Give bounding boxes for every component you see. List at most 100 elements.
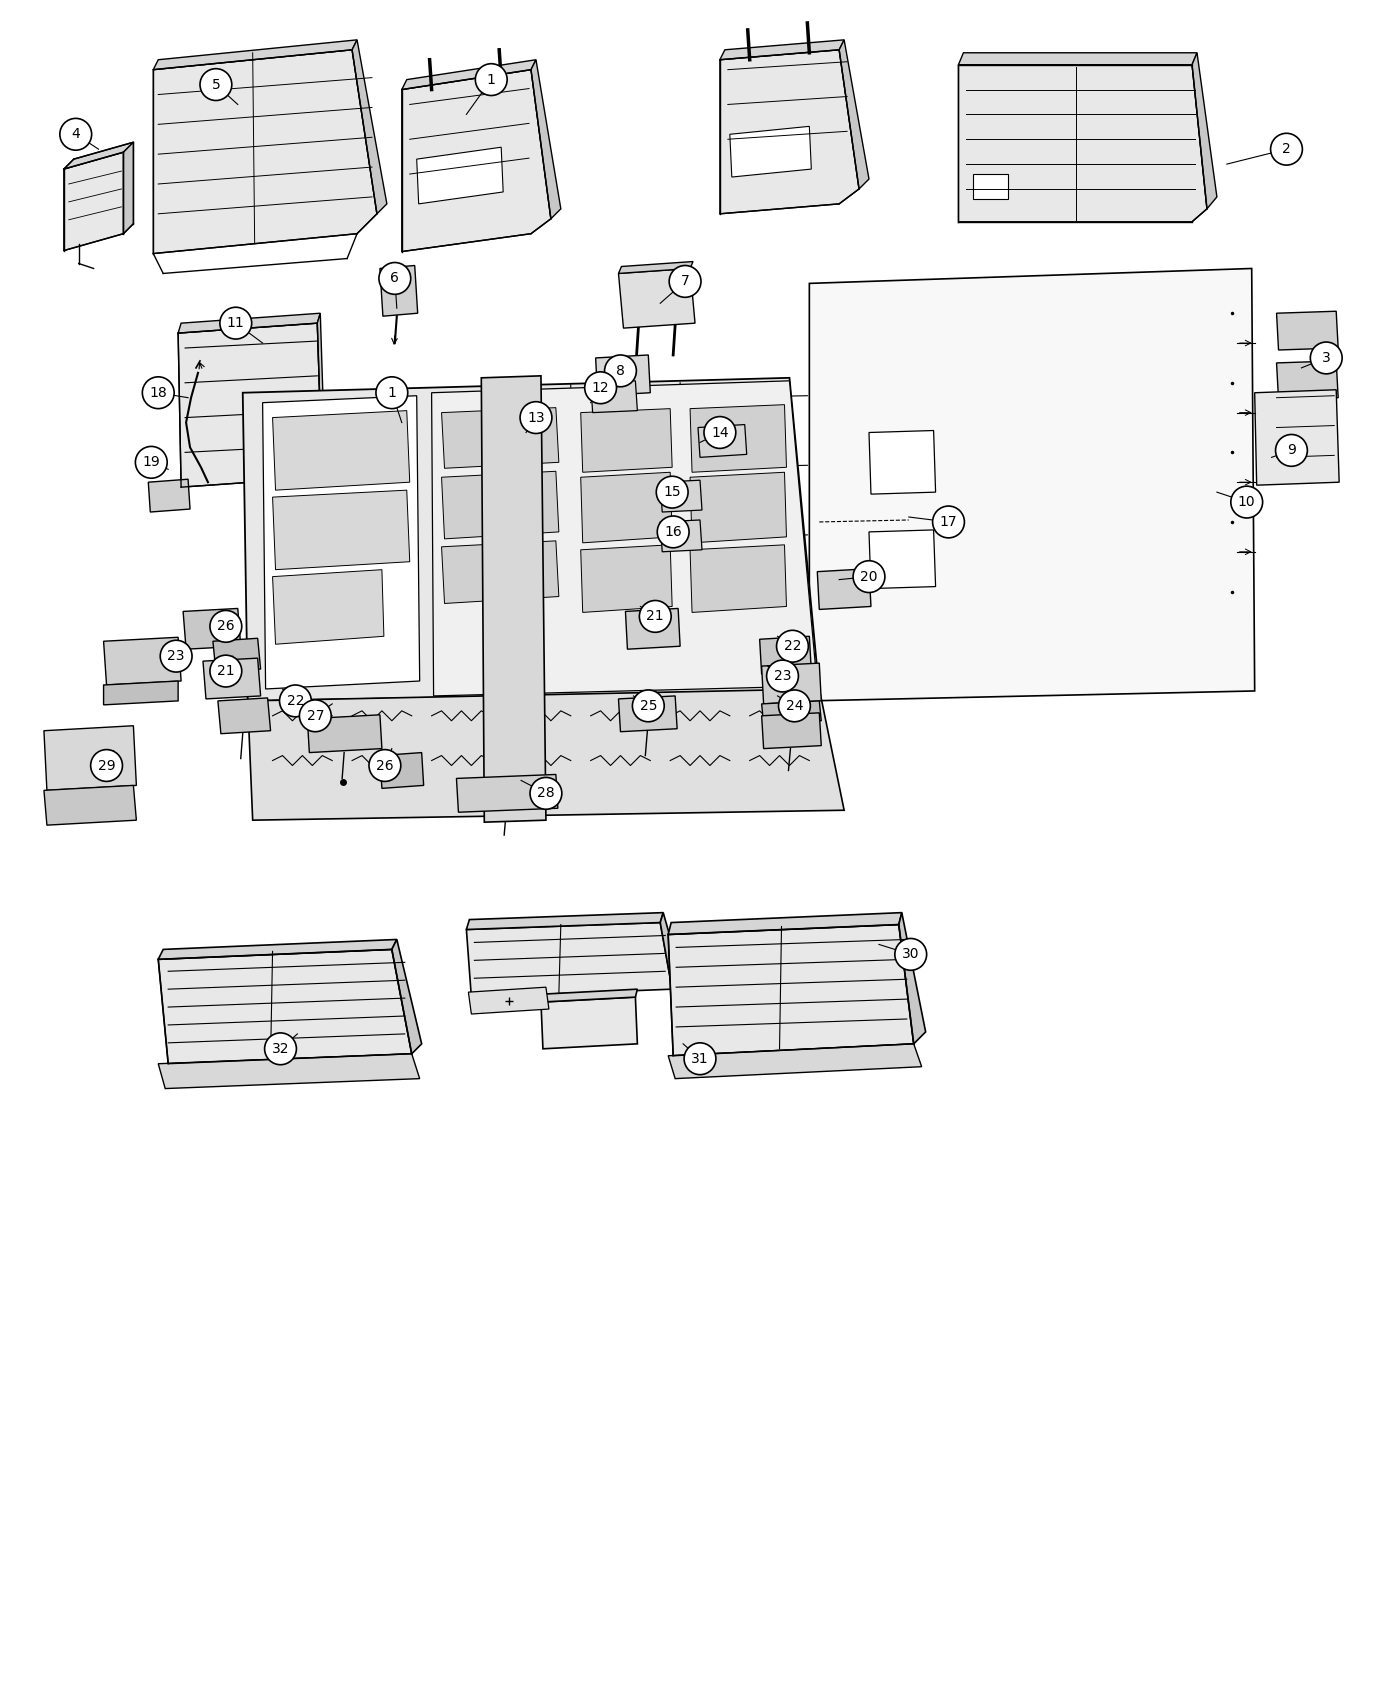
Polygon shape [661,520,701,553]
Circle shape [657,517,689,547]
Text: 13: 13 [528,411,545,425]
Circle shape [932,507,965,537]
Circle shape [777,631,808,661]
Polygon shape [661,913,682,989]
Text: 8: 8 [616,364,624,377]
Text: 25: 25 [640,699,657,712]
Text: 2: 2 [1282,143,1291,156]
Polygon shape [248,688,844,819]
Polygon shape [540,998,637,1049]
Text: 32: 32 [272,1042,290,1056]
Text: 21: 21 [647,609,664,624]
Polygon shape [273,570,384,644]
Circle shape [767,660,798,692]
Circle shape [60,119,91,150]
Circle shape [280,685,311,717]
Circle shape [778,690,811,722]
Text: 6: 6 [391,272,399,286]
Polygon shape [379,265,417,316]
Text: 23: 23 [774,670,791,683]
Circle shape [143,377,174,408]
Circle shape [669,265,701,298]
Polygon shape [595,355,650,396]
Polygon shape [869,430,935,495]
Text: 20: 20 [860,570,878,583]
Polygon shape [729,126,812,177]
Text: 1: 1 [388,386,396,400]
Text: 5: 5 [211,78,220,92]
Circle shape [91,750,122,782]
Circle shape [1231,486,1263,518]
Circle shape [200,68,232,100]
Circle shape [633,690,664,722]
Text: 18: 18 [150,386,167,400]
Text: 3: 3 [1322,350,1330,366]
Text: 9: 9 [1287,444,1296,457]
Text: 7: 7 [680,274,689,289]
Circle shape [657,476,687,508]
Polygon shape [178,313,321,333]
Polygon shape [392,940,421,1054]
Polygon shape [456,775,557,813]
Text: 22: 22 [784,639,801,653]
Polygon shape [720,49,860,214]
Polygon shape [431,381,818,695]
Text: 26: 26 [377,758,393,772]
Polygon shape [43,785,136,824]
Text: 1: 1 [487,73,496,87]
Polygon shape [218,699,270,734]
Text: 31: 31 [692,1052,708,1066]
Circle shape [704,416,736,449]
Polygon shape [308,714,382,753]
Text: 29: 29 [98,758,115,772]
Polygon shape [668,925,914,1056]
Polygon shape [178,323,322,488]
Polygon shape [690,473,787,542]
Circle shape [605,355,637,388]
Circle shape [210,654,242,687]
Text: 22: 22 [287,694,304,707]
Text: 12: 12 [592,381,609,394]
Circle shape [1275,435,1308,466]
Polygon shape [1277,360,1338,399]
Polygon shape [760,636,812,675]
Polygon shape [1191,53,1217,209]
Circle shape [531,777,561,809]
Text: 17: 17 [939,515,958,529]
Polygon shape [531,60,561,219]
Polygon shape [469,988,549,1013]
Polygon shape [619,269,694,328]
Polygon shape [441,541,559,604]
Text: 16: 16 [664,525,682,539]
Text: 19: 19 [143,456,160,469]
Polygon shape [869,530,935,588]
Polygon shape [581,473,672,542]
Circle shape [476,63,507,95]
Polygon shape [466,913,664,930]
Polygon shape [153,49,377,253]
Polygon shape [762,663,822,704]
Polygon shape [242,377,819,700]
Text: 10: 10 [1238,495,1256,508]
Polygon shape [899,913,925,1044]
Polygon shape [183,609,241,649]
Polygon shape [581,544,672,612]
Polygon shape [699,425,746,457]
Text: 26: 26 [217,619,235,634]
Polygon shape [273,411,410,490]
Polygon shape [379,753,424,789]
Text: 30: 30 [902,947,920,962]
Polygon shape [1277,311,1338,350]
Polygon shape [762,700,822,724]
Text: 4: 4 [71,128,80,141]
Circle shape [895,938,927,971]
Polygon shape [203,658,260,699]
Polygon shape [64,143,133,168]
Circle shape [136,447,167,478]
Polygon shape [466,923,672,998]
Text: 27: 27 [307,709,323,722]
Polygon shape [318,313,325,478]
Circle shape [519,401,552,434]
Polygon shape [591,381,637,413]
Circle shape [160,641,192,672]
